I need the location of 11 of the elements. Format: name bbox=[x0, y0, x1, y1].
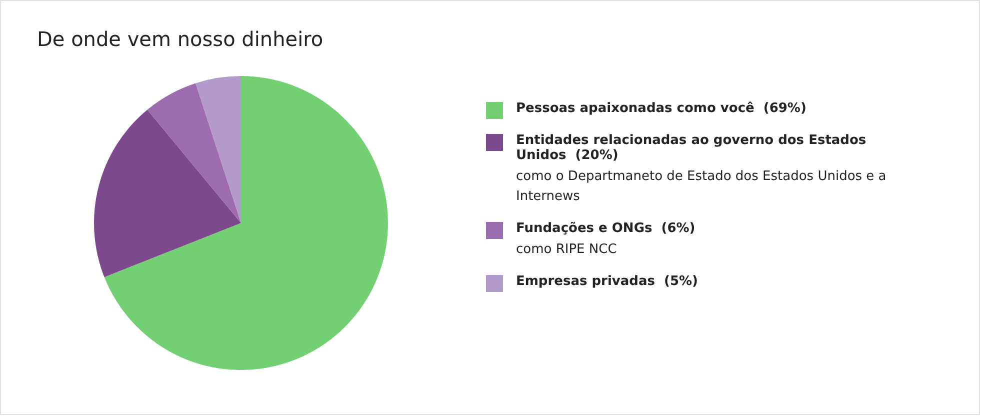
pie-slice bbox=[104, 76, 388, 370]
chart-title: De onde vem nosso dinheiro bbox=[37, 27, 324, 51]
legend-label: Entidades relacionadas ao governo dos Estados Unidos (20%) bbox=[516, 133, 868, 163]
legend-label: Fundações e ONGs (6%) bbox=[516, 221, 696, 236]
pie-slice bbox=[196, 76, 241, 223]
text: como RIPE NCC bbox=[516, 242, 617, 257]
legend-label: Pessoas apaixonadas como você (69%) bbox=[516, 101, 806, 116]
pie-slice bbox=[94, 110, 241, 278]
legend-label: Empresas privadas (5%) bbox=[516, 274, 698, 289]
pie-slice bbox=[147, 83, 241, 223]
text: como o Departmaneto de Estado dos Estados Unidos e a Internews bbox=[516, 169, 886, 204]
